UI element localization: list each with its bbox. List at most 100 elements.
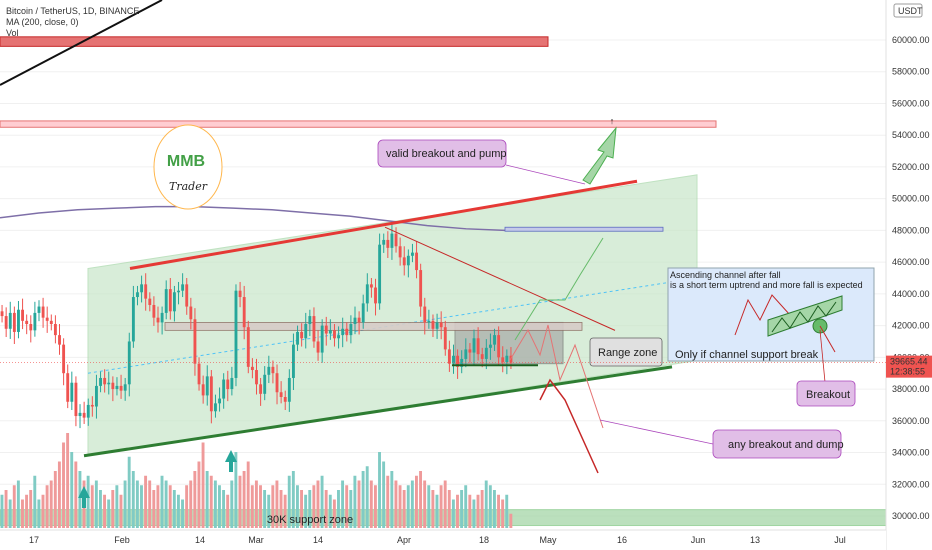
callout-valid-breakout-text: valid breakout and pump	[386, 148, 506, 160]
candle-body	[17, 309, 20, 332]
price-tick-label: 46000.00	[892, 257, 930, 267]
inset-box	[667, 267, 875, 362]
time-axis	[0, 530, 886, 550]
volume-bar	[320, 475, 324, 528]
candle-body	[33, 312, 37, 331]
volume-bar	[447, 490, 451, 528]
volume-bar	[386, 475, 390, 528]
candle-body	[21, 309, 25, 321]
volume-bar	[492, 490, 496, 528]
volume-bar	[263, 490, 267, 528]
volume-bar	[111, 490, 115, 528]
volume-bar	[242, 471, 246, 528]
candle-body	[58, 335, 61, 345]
callout-valid-breakout	[377, 139, 507, 168]
candle-body	[4, 316, 8, 329]
time-tick-label: May	[539, 535, 557, 545]
volume-bar	[509, 513, 513, 528]
symbol-label: Bitcoin / TetherUS, 1D, BINANCE	[6, 6, 139, 16]
volume-bar	[4, 490, 8, 528]
candle-body	[386, 239, 390, 248]
candle-body	[447, 349, 451, 364]
candle-body	[460, 358, 464, 367]
candle-body	[291, 344, 295, 378]
inset-line2: is a short term uptrend and more fall is…	[670, 280, 863, 290]
volume-bar	[246, 461, 250, 528]
trend-line-black	[0, 0, 163, 86]
candle-body	[82, 412, 86, 418]
candle-body	[468, 349, 472, 353]
volume-bar	[279, 490, 283, 528]
candle-body	[275, 373, 279, 393]
candle-body	[185, 284, 189, 307]
volume-bar	[505, 494, 509, 528]
callout-breakout	[796, 380, 856, 407]
time-tick-label: Mar	[248, 535, 264, 545]
candle-body	[164, 289, 168, 313]
candle-body	[250, 366, 254, 371]
candle-body	[107, 382, 111, 385]
volume-bar	[37, 499, 41, 528]
price-tick-label: 30000.00	[892, 511, 930, 521]
time-tick-label: Feb	[114, 535, 130, 545]
candle-body	[25, 320, 29, 325]
channel-support-line	[83, 365, 673, 458]
projection-up-path	[514, 237, 604, 341]
candle-body	[378, 244, 382, 304]
volume-bar	[107, 499, 111, 528]
price-tick-label: 50000.00	[892, 194, 930, 204]
candle-body	[74, 382, 78, 417]
volume-bar	[275, 480, 279, 528]
candle-body	[439, 322, 443, 328]
price-tick-label: 36000.00	[892, 416, 930, 426]
candle-body	[201, 384, 205, 396]
volume-bar	[156, 485, 160, 528]
currency-label: USDT	[898, 6, 923, 16]
volume-bar	[25, 494, 29, 528]
volume-bar	[213, 480, 217, 528]
volume-bar	[70, 452, 74, 528]
candle-body	[226, 379, 230, 390]
pump-arrow	[582, 126, 617, 185]
candle-body	[140, 284, 144, 293]
candle-body	[493, 335, 496, 345]
candle-body	[398, 246, 402, 258]
volume-bar	[390, 471, 394, 528]
candle-body	[238, 290, 242, 298]
candle-body	[160, 312, 164, 323]
volume-bar	[349, 490, 353, 528]
volume-bar	[8, 499, 12, 528]
volume-bar	[164, 480, 168, 528]
price-tick-label: 60000.00	[892, 35, 930, 45]
candle-body	[66, 373, 70, 402]
callout-breakout-text: Breakout	[806, 389, 850, 401]
currency-button[interactable]	[893, 3, 923, 18]
volume-bar	[267, 494, 271, 528]
candle-body	[382, 239, 386, 245]
volume-bar	[144, 475, 148, 528]
candle-body	[484, 347, 488, 359]
candle-body	[419, 270, 423, 307]
candle-body	[136, 292, 139, 298]
candle-body	[115, 385, 119, 390]
volume-bar	[427, 485, 431, 528]
candle-body	[472, 338, 476, 353]
volume-bar	[361, 471, 365, 528]
volume-bar	[341, 480, 345, 528]
candle-body	[37, 306, 41, 313]
range-band	[164, 322, 583, 331]
time-tick-label: 18	[479, 535, 489, 545]
volume-bar	[62, 442, 65, 528]
inset-line1: Ascending channel after fall	[670, 270, 781, 280]
volume-bar	[172, 490, 176, 528]
candle-body	[415, 252, 418, 271]
volume-bar	[90, 485, 94, 528]
candle-body	[168, 289, 172, 312]
candle-body	[45, 317, 49, 321]
candle-body	[156, 317, 160, 323]
price-tick-label: 38000.00	[892, 384, 930, 394]
price-tick-label: 42000.00	[892, 321, 930, 331]
candle-body	[214, 403, 217, 412]
